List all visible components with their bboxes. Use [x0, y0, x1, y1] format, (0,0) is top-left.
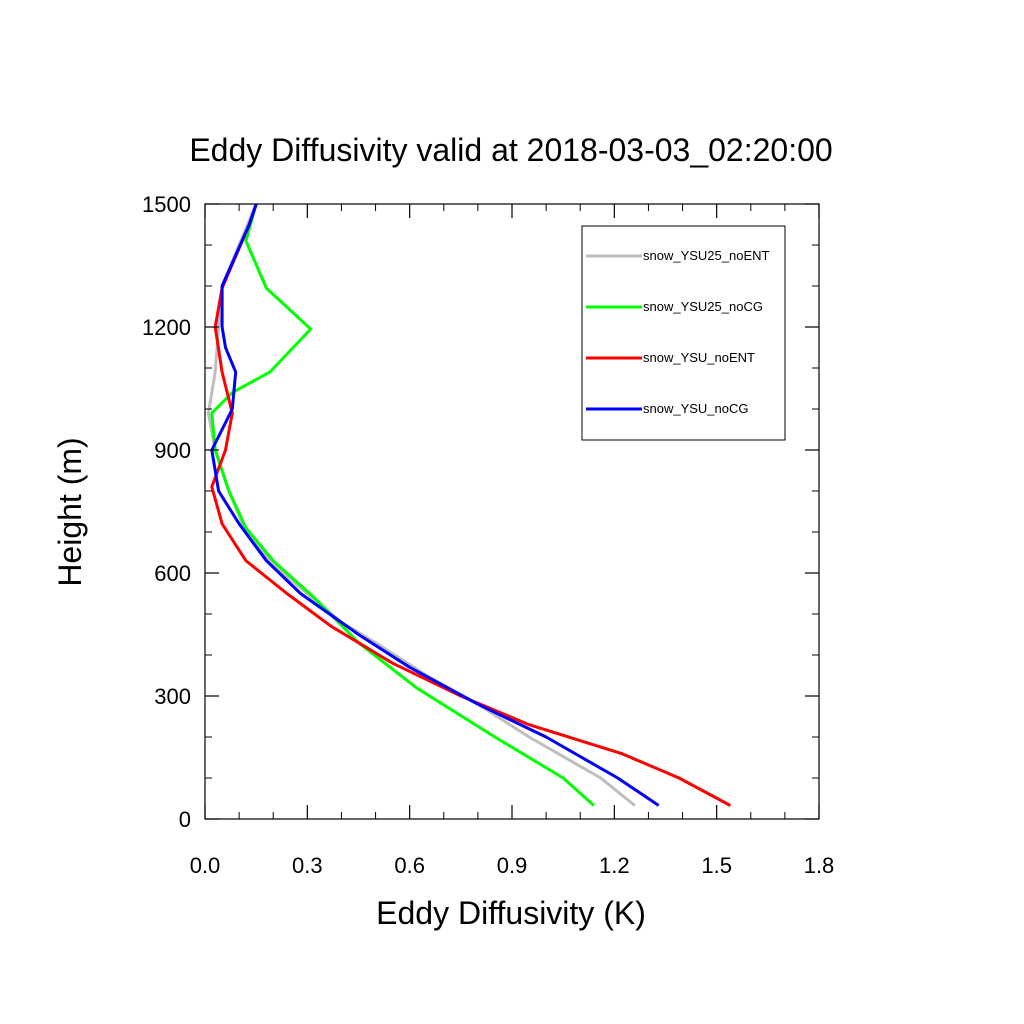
y-tick-label: 300 — [154, 684, 191, 709]
y-axis-title: Height (m) — [52, 437, 88, 586]
legend-entry-snow_YSU_noCG: snow_YSU_noCG — [643, 401, 749, 416]
x-tick-label: 1.8 — [804, 853, 835, 878]
x-tick-label: 0.3 — [292, 853, 323, 878]
legend-entry-snow_YSU25_noENT: snow_YSU25_noENT — [643, 248, 770, 263]
legend-box — [581, 225, 786, 441]
chart-title: Eddy Diffusivity valid at 2018-03-03_02:… — [189, 132, 832, 168]
x-tick-label: 0.0 — [190, 853, 221, 878]
plot-area: 0.0 0.3 0.6 0.9 1.2 1.5 1.8 0 300 600 900 1200 1500 — [142, 192, 834, 878]
x-tick-label: 1.2 — [599, 853, 630, 878]
legend: snow_YSU25_noENT snow_YSU25_noCG snow_YSU_… — [581, 225, 786, 441]
legend-entry-snow_YSU25_noCG: snow_YSU25_noCG — [643, 299, 763, 314]
y-tick-label: 0 — [179, 807, 191, 832]
y-tick-label: 1200 — [142, 315, 191, 340]
x-axis-title: Eddy Diffusivity (K) — [376, 895, 646, 931]
y-tick-label: 900 — [154, 438, 191, 463]
x-tick-label: 0.6 — [394, 853, 425, 878]
series-line-snow_YSU_noCG — [210, 203, 660, 807]
x-tick-label: 1.5 — [701, 853, 732, 878]
series-line-snow_YSU25_noCG — [210, 203, 595, 807]
x-tick-label: 0.9 — [497, 853, 528, 878]
legend-entry-snow_YSU_noENT: snow_YSU_noENT — [643, 350, 755, 365]
y-tick-label: 1500 — [142, 192, 191, 217]
y-tick-label: 600 — [154, 561, 191, 586]
